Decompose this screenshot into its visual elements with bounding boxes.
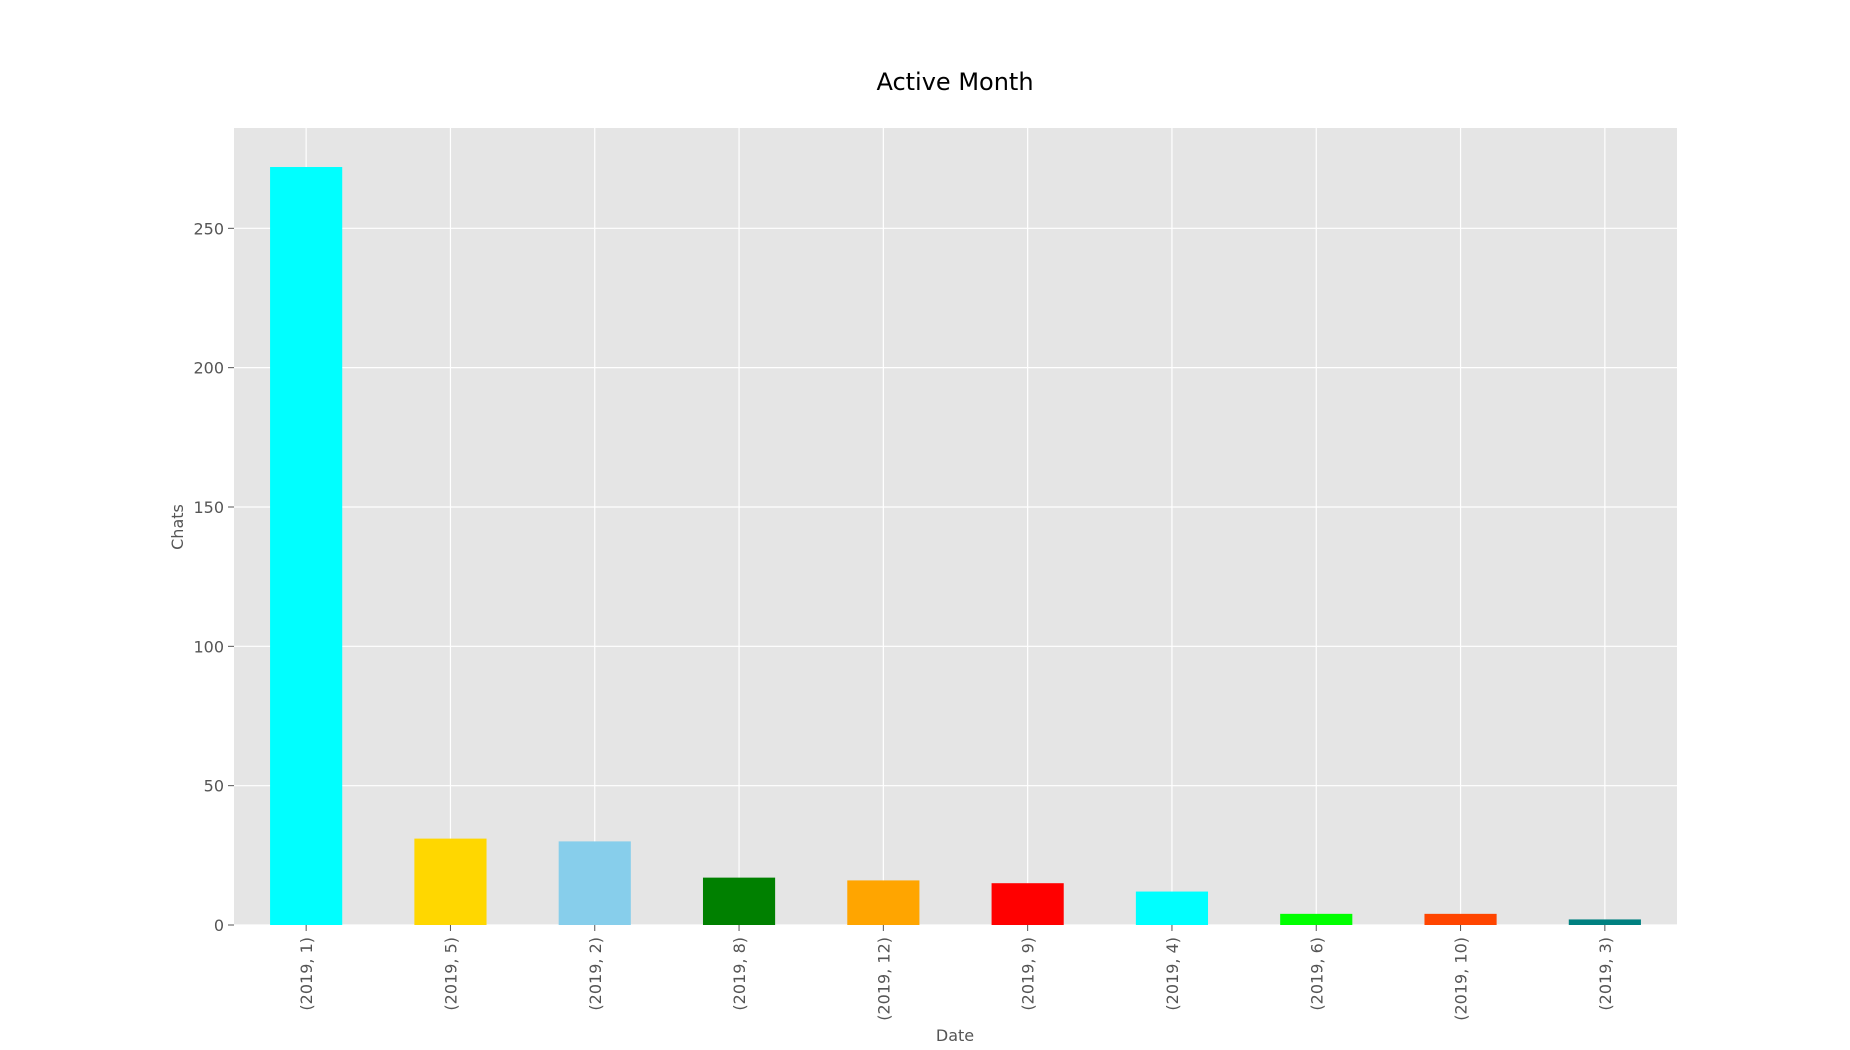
- bar: [991, 883, 1064, 925]
- y-tick-label: 50: [204, 777, 224, 796]
- bar: [847, 880, 920, 925]
- y-tick-label: 100: [193, 637, 224, 656]
- bar: [1135, 891, 1209, 925]
- x-tick-label: (2019, 2): [586, 937, 605, 1011]
- x-tick-label: (2019, 4): [1163, 937, 1182, 1011]
- x-tick-label: (2019, 12): [874, 937, 893, 1021]
- bar: [702, 877, 776, 925]
- x-tick-label: (2019, 5): [441, 937, 460, 1011]
- bar: [1280, 913, 1353, 925]
- bars: [270, 167, 1641, 926]
- x-tick-label: (2019, 9): [1019, 937, 1038, 1011]
- y-tick-label: 200: [193, 359, 224, 378]
- plot-area: [234, 128, 1677, 925]
- x-axis-label: Date: [936, 1026, 974, 1045]
- y-tick-label: 0: [214, 916, 224, 935]
- bar: [558, 841, 631, 925]
- x-tick-label: (2019, 6): [1307, 937, 1326, 1011]
- y-tick-label: 150: [193, 498, 224, 517]
- y-axis-label: Chats: [168, 504, 187, 550]
- x-tick-label: (2019, 3): [1596, 937, 1615, 1011]
- bar: [1424, 913, 1497, 925]
- chart-title: Active Month: [876, 68, 1033, 96]
- bar: [414, 838, 487, 925]
- y-axis: 0 50 100 150 200 250: [193, 219, 234, 935]
- x-tick-label: (2019, 10): [1452, 937, 1471, 1021]
- bar: [1568, 919, 1641, 925]
- grid-lines: [234, 128, 1677, 926]
- x-tick-label: (2019, 1): [297, 937, 316, 1011]
- x-tick-label: (2019, 8): [730, 937, 749, 1011]
- bar: [270, 167, 343, 926]
- y-tick-label: 250: [193, 219, 224, 238]
- x-axis: (2019, 1) (2019, 5) (2019, 2) (2019, 8) (201…: [297, 925, 1615, 1021]
